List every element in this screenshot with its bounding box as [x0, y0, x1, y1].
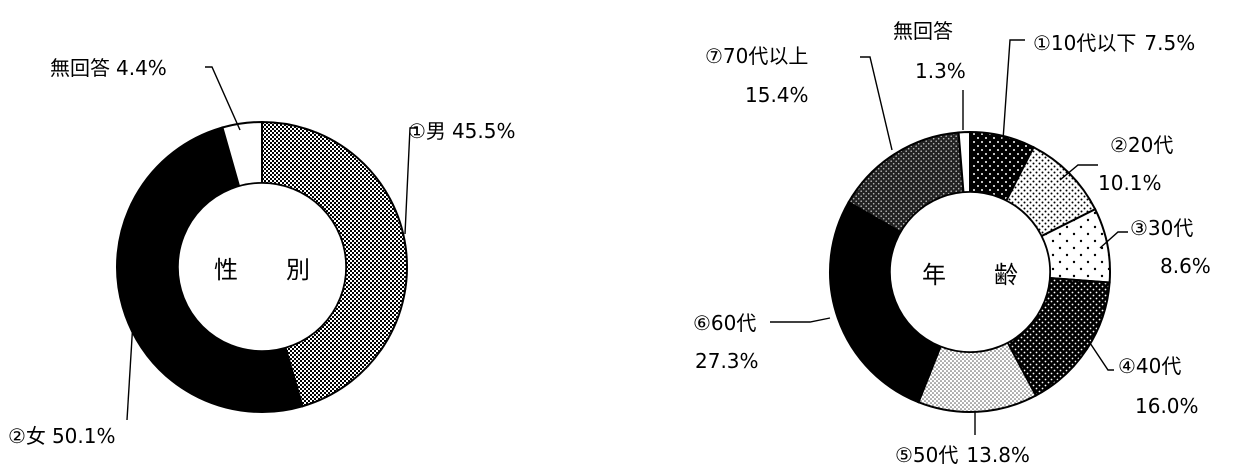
gender-center-label: 性 別 [214, 256, 310, 284]
age-center-label: 年 齢 [922, 261, 1018, 289]
age-label-noanswer: 無回答 [893, 19, 953, 43]
gender-label-female: ②女 50.1% [8, 424, 115, 448]
gender-donut [116, 120, 408, 413]
age-label-30s: ③30代 [1130, 216, 1193, 240]
gender-leader-male [404, 127, 418, 235]
age-leader-20s [1059, 164, 1098, 181]
gender-leader-noanswer [205, 66, 241, 131]
age-label-40s: ④40代 [1118, 354, 1181, 378]
age-leader-40s [1087, 339, 1114, 371]
age-value-noanswer: 1.3% [915, 59, 966, 83]
age-leader-70s [860, 56, 893, 151]
age-value-60s: 27.3% [695, 349, 759, 373]
age-leader-10s [1002, 39, 1025, 141]
gender-label-noanswer: 無回答 4.4% [50, 56, 167, 80]
gender-hole [177, 182, 347, 352]
gender-leader-female [126, 304, 135, 421]
age-label-60s: ⑥60代 [693, 311, 756, 335]
age-hole [889, 191, 1051, 353]
age-value-20s: 10.1% [1098, 171, 1162, 195]
age-value-70s: 15.4% [745, 83, 809, 107]
age-label-50s: ⑤50代 13.8% [895, 443, 1030, 467]
age-label-10s: ①10代以下 7.5% [1033, 31, 1195, 55]
age-value-40s: 16.0% [1135, 394, 1199, 418]
gender-label-male: ①男 45.5% [408, 119, 515, 143]
age-label-20s: ②20代 [1110, 133, 1173, 157]
age-value-30s: 8.6% [1160, 254, 1211, 278]
age-leader-60s [770, 317, 831, 323]
age-donut [829, 130, 1111, 413]
age-label-70s: ⑦70代以上 [705, 44, 808, 68]
age-leader-30s [1099, 231, 1128, 249]
